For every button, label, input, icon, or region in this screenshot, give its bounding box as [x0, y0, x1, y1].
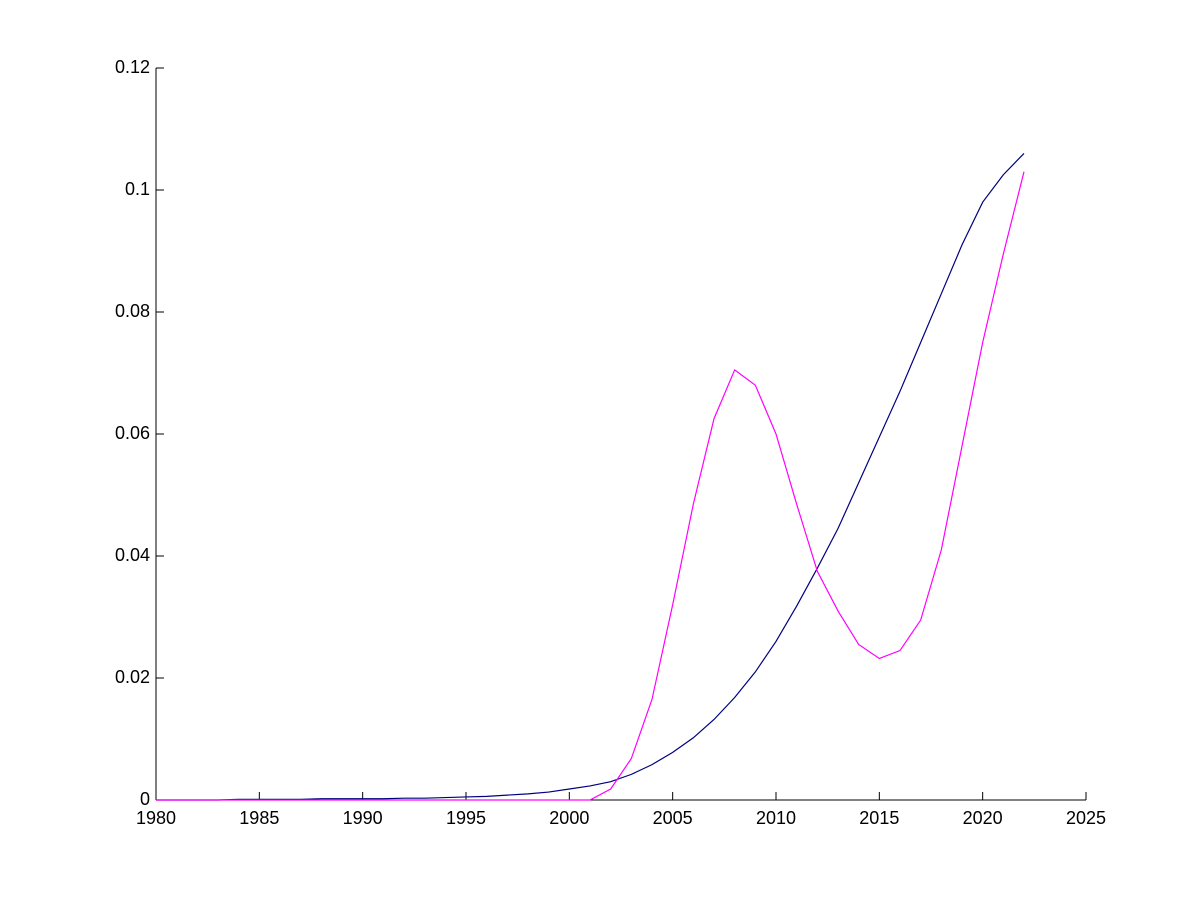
x-tick-label: 2015	[859, 808, 899, 828]
y-tick-label: 0	[140, 789, 150, 809]
x-tick-label: 2000	[549, 808, 589, 828]
x-tick-label: 1985	[239, 808, 279, 828]
series-line	[156, 171, 1025, 801]
x-tick-label: 2010	[756, 808, 796, 828]
x-tick-label: 1990	[343, 808, 383, 828]
x-tick-label: 1995	[446, 808, 486, 828]
x-tick-label: 2025	[1066, 808, 1106, 828]
y-tick-label: 0.1	[125, 179, 150, 199]
series-line	[156, 152, 1025, 801]
y-tick-label: 0.02	[115, 667, 150, 687]
x-tick-label: 1980	[136, 808, 176, 828]
y-tick-label: 0.08	[115, 301, 150, 321]
x-tick-label: 2020	[963, 808, 1003, 828]
x-tick-label: 2005	[653, 808, 693, 828]
y-tick-label: 0.12	[115, 57, 150, 77]
y-tick-label: 0.04	[115, 545, 150, 565]
y-tick-label: 0.06	[115, 423, 150, 443]
